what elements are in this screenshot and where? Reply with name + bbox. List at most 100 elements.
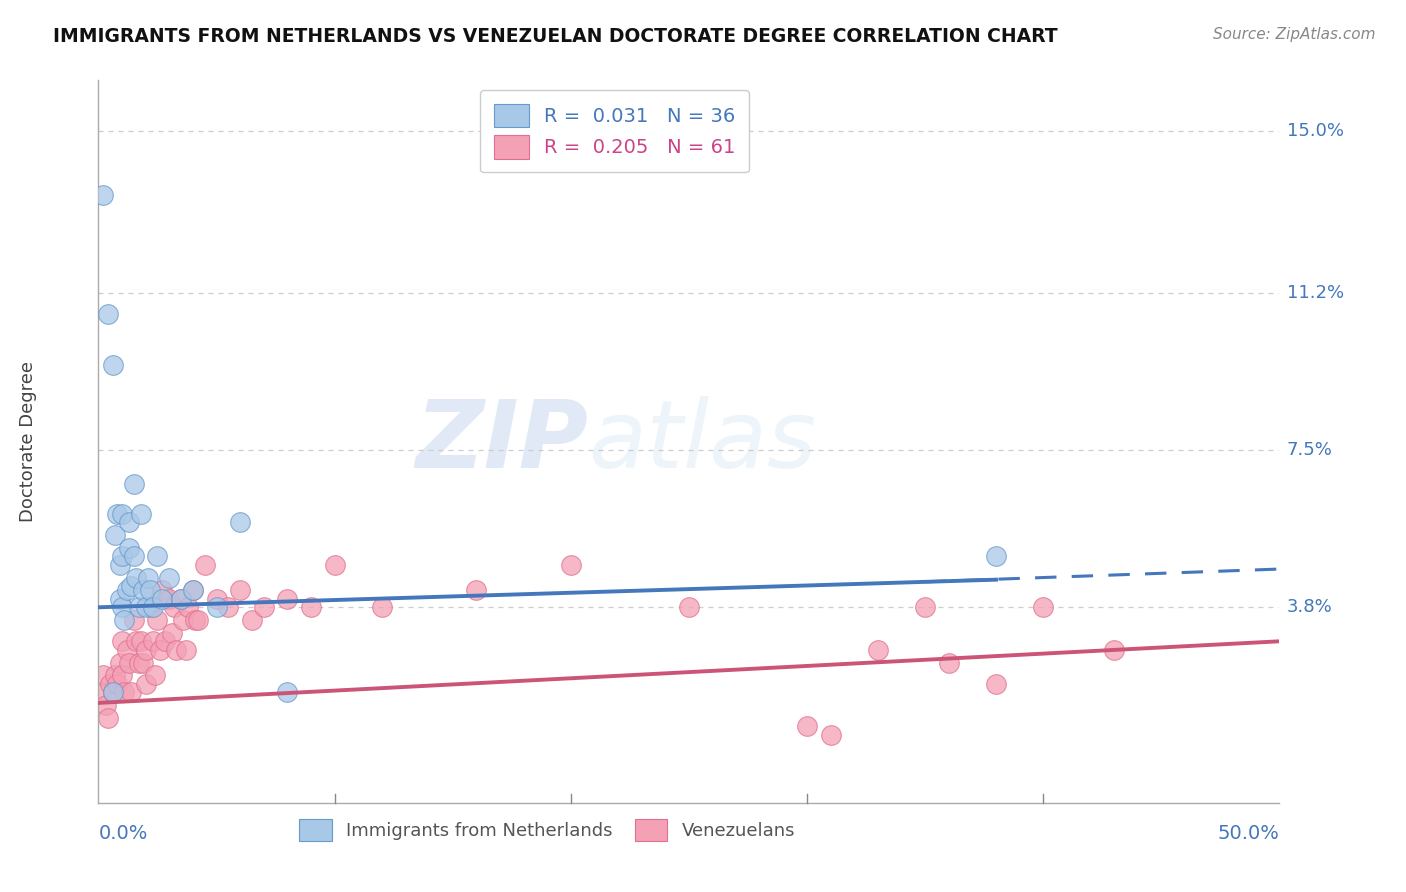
Point bbox=[157, 591, 180, 606]
Point bbox=[98, 677, 121, 691]
Point bbox=[217, 600, 239, 615]
Point bbox=[115, 642, 138, 657]
Point bbox=[132, 583, 155, 598]
Point bbox=[253, 600, 276, 615]
Point bbox=[111, 668, 134, 682]
Point bbox=[91, 668, 114, 682]
Text: Doctorate Degree: Doctorate Degree bbox=[18, 361, 37, 522]
Point bbox=[112, 613, 135, 627]
Point bbox=[229, 583, 252, 598]
Point bbox=[172, 613, 194, 627]
Point bbox=[157, 570, 180, 584]
Point bbox=[94, 698, 117, 712]
Point bbox=[184, 613, 207, 627]
Point bbox=[112, 685, 135, 699]
Point bbox=[170, 591, 193, 606]
Text: 3.8%: 3.8% bbox=[1286, 599, 1333, 616]
Point bbox=[153, 634, 176, 648]
Text: Source: ZipAtlas.com: Source: ZipAtlas.com bbox=[1212, 27, 1375, 42]
Point bbox=[135, 600, 157, 615]
Point bbox=[142, 634, 165, 648]
Text: 0.0%: 0.0% bbox=[98, 824, 148, 843]
Point bbox=[938, 656, 960, 670]
Point bbox=[125, 634, 148, 648]
Point bbox=[240, 613, 263, 627]
Text: ZIP: ZIP bbox=[416, 395, 589, 488]
Point bbox=[104, 668, 127, 682]
Point bbox=[914, 600, 936, 615]
Point bbox=[111, 634, 134, 648]
Point bbox=[1102, 642, 1125, 657]
Point bbox=[170, 591, 193, 606]
Point bbox=[371, 600, 394, 615]
Point bbox=[205, 600, 228, 615]
Point bbox=[118, 656, 141, 670]
Point bbox=[560, 558, 582, 572]
Point bbox=[97, 711, 120, 725]
Point bbox=[136, 570, 159, 584]
Point bbox=[128, 600, 150, 615]
Point bbox=[465, 583, 488, 598]
Point bbox=[108, 591, 131, 606]
Point bbox=[108, 558, 131, 572]
Point bbox=[163, 600, 186, 615]
Point bbox=[160, 625, 183, 640]
Point bbox=[229, 516, 252, 530]
Point bbox=[984, 677, 1007, 691]
Point bbox=[111, 507, 134, 521]
Point bbox=[150, 583, 173, 598]
Point bbox=[678, 600, 700, 615]
Point bbox=[135, 642, 157, 657]
Point bbox=[1032, 600, 1054, 615]
Text: atlas: atlas bbox=[589, 396, 817, 487]
Point bbox=[142, 600, 165, 615]
Point bbox=[111, 549, 134, 564]
Point bbox=[115, 583, 138, 598]
Point bbox=[122, 549, 145, 564]
Point bbox=[135, 677, 157, 691]
Point bbox=[139, 583, 162, 598]
Point bbox=[118, 541, 141, 555]
Point bbox=[118, 516, 141, 530]
Point bbox=[129, 507, 152, 521]
Point bbox=[165, 642, 187, 657]
Point bbox=[984, 549, 1007, 564]
Point bbox=[108, 656, 131, 670]
Point bbox=[105, 507, 128, 521]
Point bbox=[105, 677, 128, 691]
Point bbox=[150, 591, 173, 606]
Point bbox=[104, 528, 127, 542]
Point bbox=[323, 558, 346, 572]
Point bbox=[181, 583, 204, 598]
Point bbox=[187, 613, 209, 627]
Point bbox=[149, 642, 172, 657]
Point bbox=[174, 642, 197, 657]
Point bbox=[121, 685, 143, 699]
Point bbox=[146, 549, 169, 564]
Point bbox=[820, 728, 842, 742]
Legend: Immigrants from Netherlands, Venezuelans: Immigrants from Netherlands, Venezuelans bbox=[292, 812, 803, 848]
Text: 50.0%: 50.0% bbox=[1218, 824, 1279, 843]
Text: 7.5%: 7.5% bbox=[1286, 441, 1333, 459]
Point bbox=[146, 613, 169, 627]
Text: 11.2%: 11.2% bbox=[1286, 284, 1344, 301]
Point bbox=[132, 656, 155, 670]
Point bbox=[139, 600, 162, 615]
Point bbox=[122, 613, 145, 627]
Point bbox=[177, 600, 200, 615]
Point bbox=[101, 685, 124, 699]
Point bbox=[101, 358, 124, 372]
Point bbox=[194, 558, 217, 572]
Point bbox=[101, 685, 124, 699]
Point bbox=[97, 307, 120, 321]
Point bbox=[276, 591, 298, 606]
Point bbox=[90, 685, 112, 699]
Point bbox=[111, 600, 134, 615]
Point bbox=[143, 668, 166, 682]
Point bbox=[125, 570, 148, 584]
Point bbox=[299, 600, 322, 615]
Point bbox=[129, 634, 152, 648]
Point bbox=[128, 656, 150, 670]
Point bbox=[276, 685, 298, 699]
Text: 15.0%: 15.0% bbox=[1286, 122, 1344, 140]
